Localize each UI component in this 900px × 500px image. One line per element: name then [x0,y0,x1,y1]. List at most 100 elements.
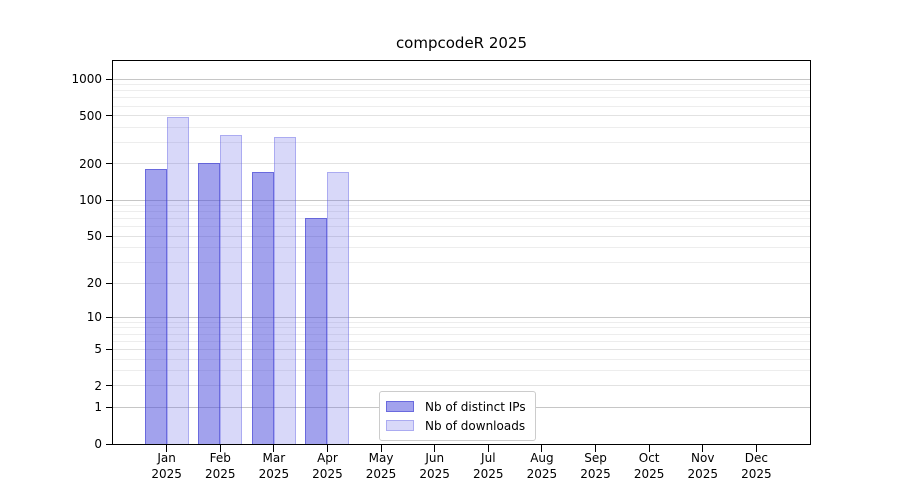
y-tick-label-1: 1 [94,400,102,415]
x-tick-mark-mar [273,445,275,452]
gridline-200 [113,163,810,165]
bar-downloads-feb [220,134,243,444]
gridline-4 [113,358,810,360]
x-tick-label-sep: Sep 2025 [566,450,626,482]
y-tick-label-100: 100 [79,193,102,208]
x-tick-month: Jan [157,451,176,465]
gridline-800 [113,90,810,92]
gridline-5 [113,348,810,350]
gridline-10 [113,316,810,318]
y-tick-mark-20 [106,282,113,284]
y-tick-mark-1000 [106,78,113,80]
y-tick-mark-200 [106,163,113,165]
gridline-6 [113,340,810,342]
y-tick-mark-0 [106,443,113,445]
chart-title: compcodeR 2025 [395,34,528,52]
legend-swatch-downloads [386,420,414,431]
x-tick-year: 2025 [365,467,397,481]
x-tick-year: 2025 [741,467,772,481]
x-tick-label-jun: Jun 2025 [405,450,465,482]
gridline-500 [113,115,810,117]
y-tick-label-2: 2 [94,378,102,393]
y-tick-mark-100 [106,199,113,201]
x-tick-month: Aug [530,451,554,465]
x-tick-mark-sep [595,445,597,452]
x-tick-year: 2025 [204,467,236,481]
x-tick-label-jan: Jan 2025 [137,450,197,482]
y-tick-label-50: 50 [86,229,102,244]
x-tick-month: Dec [744,451,768,465]
legend: Nb of distinct IPs Nb of downloads [379,391,536,441]
y-tick-mark-5 [106,348,113,350]
gridline-7 [113,333,810,335]
legend-label-distinct-ips: Nb of distinct IPs [425,399,526,414]
y-tick-mark-50 [106,235,113,237]
y-tick-label-1000: 1000 [71,72,102,87]
gridline-90 [113,205,810,207]
x-tick-year: 2025 [419,467,450,481]
x-tick-year: 2025 [258,467,290,481]
x-tick-mark-jun [434,445,436,452]
x-tick-month: Jul [481,451,496,465]
y-tick-mark-10 [106,316,113,318]
gridline-700 [113,97,810,99]
bar-distinct-ips-apr [305,218,328,444]
gridline-8 [113,327,810,329]
gridline-40 [113,247,810,249]
x-tick-label-may: May 2025 [351,450,411,482]
gridline-30 [113,262,810,264]
x-tick-mark-nov [702,445,704,452]
x-tick-month: Feb [209,451,231,465]
x-tick-mark-dec [755,445,757,452]
x-tick-label-dec: Dec 2025 [726,450,786,482]
y-tick-label-500: 500 [79,108,102,123]
gridline-9 [113,321,810,323]
plot-area: Nb of distinct IPs Nb of downloads [112,60,811,445]
x-tick-mark-jul [487,445,489,452]
gridline-600 [113,105,810,107]
gridline-300 [113,142,810,144]
gridline-80 [113,211,810,213]
x-tick-year: 2025 [633,467,665,481]
x-tick-label-feb: Feb 2025 [190,450,250,482]
y-tick-mark-500 [106,115,113,117]
x-tick-month: May [368,451,394,465]
x-tick-year: 2025 [687,467,719,481]
x-tick-month: Apr [317,451,338,465]
bar-downloads-jan [166,116,189,444]
x-tick-month: Mar [262,451,286,465]
x-tick-mark-may [380,445,382,452]
x-tick-month: Jun [425,451,445,465]
gridline-900 [113,84,810,86]
x-tick-label-mar: Mar 2025 [244,450,304,482]
gridline-20 [113,282,810,284]
x-tick-label-jul: Jul 2025 [458,450,518,482]
x-tick-month: Nov [691,451,715,465]
y-tick-mark-2 [106,385,113,387]
y-tick-label-5: 5 [94,342,102,357]
x-tick-label-apr: Apr 2025 [297,450,357,482]
gridline-70 [113,218,810,220]
bar-distinct-ips-mar [251,171,274,444]
x-tick-year: 2025 [526,467,558,481]
gridline-50 [113,235,810,237]
gridline-3 [113,370,810,372]
x-tick-mark-apr [326,445,328,452]
x-tick-label-oct: Oct 2025 [619,450,679,482]
legend-label-downloads: Nb of downloads [425,418,526,433]
gridline-100 [113,199,810,201]
y-tick-label-10: 10 [86,310,102,325]
x-tick-month: Oct [638,451,660,465]
x-tick-mark-oct [648,445,650,452]
y-tick-mark-1 [106,406,113,408]
legend-swatch-distinct-ips [386,401,414,412]
x-tick-year: 2025 [312,467,343,481]
bar-downloads-mar [273,136,296,444]
x-tick-year: 2025 [151,467,182,481]
x-tick-mark-jan [166,445,168,452]
x-tick-mark-feb [219,445,221,452]
y-tick-label-20: 20 [86,276,102,291]
x-tick-mark-aug [541,445,543,452]
gridline-2 [113,385,810,387]
